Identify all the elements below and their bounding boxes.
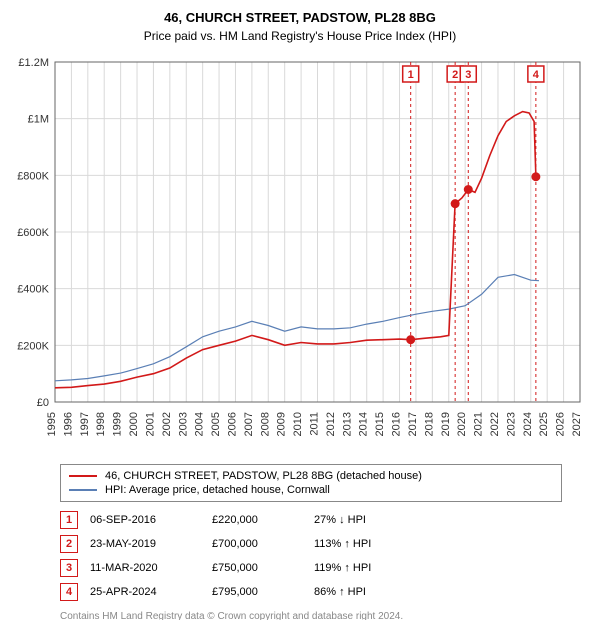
svg-text:2014: 2014 bbox=[358, 412, 370, 436]
svg-text:2013: 2013 bbox=[341, 412, 353, 436]
svg-text:2010: 2010 bbox=[292, 412, 304, 436]
legend-swatch bbox=[69, 475, 97, 477]
svg-text:3: 3 bbox=[465, 69, 471, 81]
svg-text:2007: 2007 bbox=[243, 412, 255, 436]
svg-text:2009: 2009 bbox=[276, 412, 288, 436]
sale-number-box: 3 bbox=[60, 559, 78, 577]
footnote-line-1: Contains HM Land Registry data © Crown c… bbox=[60, 610, 562, 620]
svg-text:1997: 1997 bbox=[79, 412, 91, 436]
legend-label: HPI: Average price, detached house, Corn… bbox=[105, 484, 330, 496]
page-subtitle: Price paid vs. HM Land Registry's House … bbox=[0, 25, 600, 49]
svg-text:£200K: £200K bbox=[17, 340, 49, 352]
sales-table: 1 06-SEP-2016£220,00027% ↓ HPI 2 23-MAY-201… bbox=[60, 508, 383, 604]
sale-price: £795,000 bbox=[212, 580, 314, 604]
svg-text:2025: 2025 bbox=[538, 412, 550, 436]
svg-text:2020: 2020 bbox=[456, 412, 468, 436]
svg-text:2012: 2012 bbox=[325, 412, 337, 436]
svg-text:1: 1 bbox=[408, 69, 414, 81]
svg-text:2024: 2024 bbox=[522, 412, 534, 436]
svg-text:2003: 2003 bbox=[177, 412, 189, 436]
sale-delta: 113% ↑ HPI bbox=[314, 532, 383, 556]
svg-text:2006: 2006 bbox=[226, 412, 238, 436]
svg-text:2001: 2001 bbox=[144, 412, 156, 436]
svg-text:£1.2M: £1.2M bbox=[18, 57, 49, 69]
svg-text:2021: 2021 bbox=[473, 412, 485, 436]
sale-date: 25-APR-2024 bbox=[90, 580, 212, 604]
chart-svg: £0 £200K £400K £600K £800K £1M £1.2M 1995 1996 19… bbox=[0, 50, 600, 460]
page-title: 46, CHURCH STREET, PADSTOW, PL28 8BG bbox=[0, 0, 600, 25]
sale-number-box: 1 bbox=[60, 511, 78, 529]
sale-row: 2 23-MAY-2019£700,000113% ↑ HPI bbox=[60, 532, 383, 556]
svg-text:1998: 1998 bbox=[95, 412, 107, 436]
sale-row: 3 11-MAR-2020£750,000119% ↑ HPI bbox=[60, 556, 383, 580]
sale-date: 11-MAR-2020 bbox=[90, 556, 212, 580]
legend-label: 46, CHURCH STREET, PADSTOW, PL28 8BG (de… bbox=[105, 470, 422, 482]
sale-delta: 27% ↓ HPI bbox=[314, 508, 383, 532]
sale-delta: 86% ↑ HPI bbox=[314, 580, 383, 604]
sale-number-box: 4 bbox=[60, 583, 78, 601]
svg-text:2015: 2015 bbox=[374, 412, 386, 436]
svg-text:4: 4 bbox=[533, 69, 540, 81]
svg-text:2017: 2017 bbox=[407, 412, 419, 436]
svg-text:2008: 2008 bbox=[259, 412, 271, 436]
sale-row: 1 06-SEP-2016£220,00027% ↓ HPI bbox=[60, 508, 383, 532]
sale-price: £750,000 bbox=[212, 556, 314, 580]
svg-text:£0: £0 bbox=[37, 397, 49, 409]
price-chart-page: { "header": { "title": "46, CHURCH STREE… bbox=[0, 0, 600, 620]
legend-item: HPI: Average price, detached house, Corn… bbox=[69, 483, 553, 497]
sale-number-box: 2 bbox=[60, 535, 78, 553]
svg-text:2011: 2011 bbox=[309, 412, 321, 436]
svg-text:2002: 2002 bbox=[161, 412, 173, 436]
svg-text:1996: 1996 bbox=[62, 412, 74, 436]
legend: 46, CHURCH STREET, PADSTOW, PL28 8BG (de… bbox=[60, 464, 562, 502]
svg-text:2026: 2026 bbox=[555, 412, 567, 436]
svg-text:1999: 1999 bbox=[112, 412, 124, 436]
svg-text:£600K: £600K bbox=[17, 227, 49, 239]
sale-row: 4 25-APR-2024£795,00086% ↑ HPI bbox=[60, 580, 383, 604]
svg-text:2000: 2000 bbox=[128, 412, 140, 436]
sale-date: 06-SEP-2016 bbox=[90, 508, 212, 532]
sale-price: £700,000 bbox=[212, 532, 314, 556]
svg-text:2016: 2016 bbox=[391, 412, 403, 436]
svg-text:2018: 2018 bbox=[423, 412, 435, 436]
price-chart: £0 £200K £400K £600K £800K £1M £1.2M 1995 1996 19… bbox=[0, 50, 600, 460]
svg-text:1995: 1995 bbox=[46, 412, 58, 436]
svg-text:2022: 2022 bbox=[489, 412, 501, 436]
footnote: Contains HM Land Registry data © Crown c… bbox=[60, 610, 562, 620]
svg-text:£800K: £800K bbox=[17, 170, 49, 182]
legend-swatch bbox=[69, 489, 97, 491]
sale-date: 23-MAY-2019 bbox=[90, 532, 212, 556]
sale-delta: 119% ↑ HPI bbox=[314, 556, 383, 580]
legend-item: 46, CHURCH STREET, PADSTOW, PL28 8BG (de… bbox=[69, 469, 553, 483]
svg-text:2: 2 bbox=[452, 69, 458, 81]
sale-price: £220,000 bbox=[212, 508, 314, 532]
svg-text:£1M: £1M bbox=[28, 114, 49, 126]
svg-text:2004: 2004 bbox=[194, 412, 206, 436]
svg-text:2027: 2027 bbox=[571, 412, 583, 436]
svg-text:£400K: £400K bbox=[17, 284, 49, 296]
svg-text:2023: 2023 bbox=[505, 412, 517, 436]
svg-text:2019: 2019 bbox=[440, 412, 452, 436]
svg-text:2005: 2005 bbox=[210, 412, 222, 436]
